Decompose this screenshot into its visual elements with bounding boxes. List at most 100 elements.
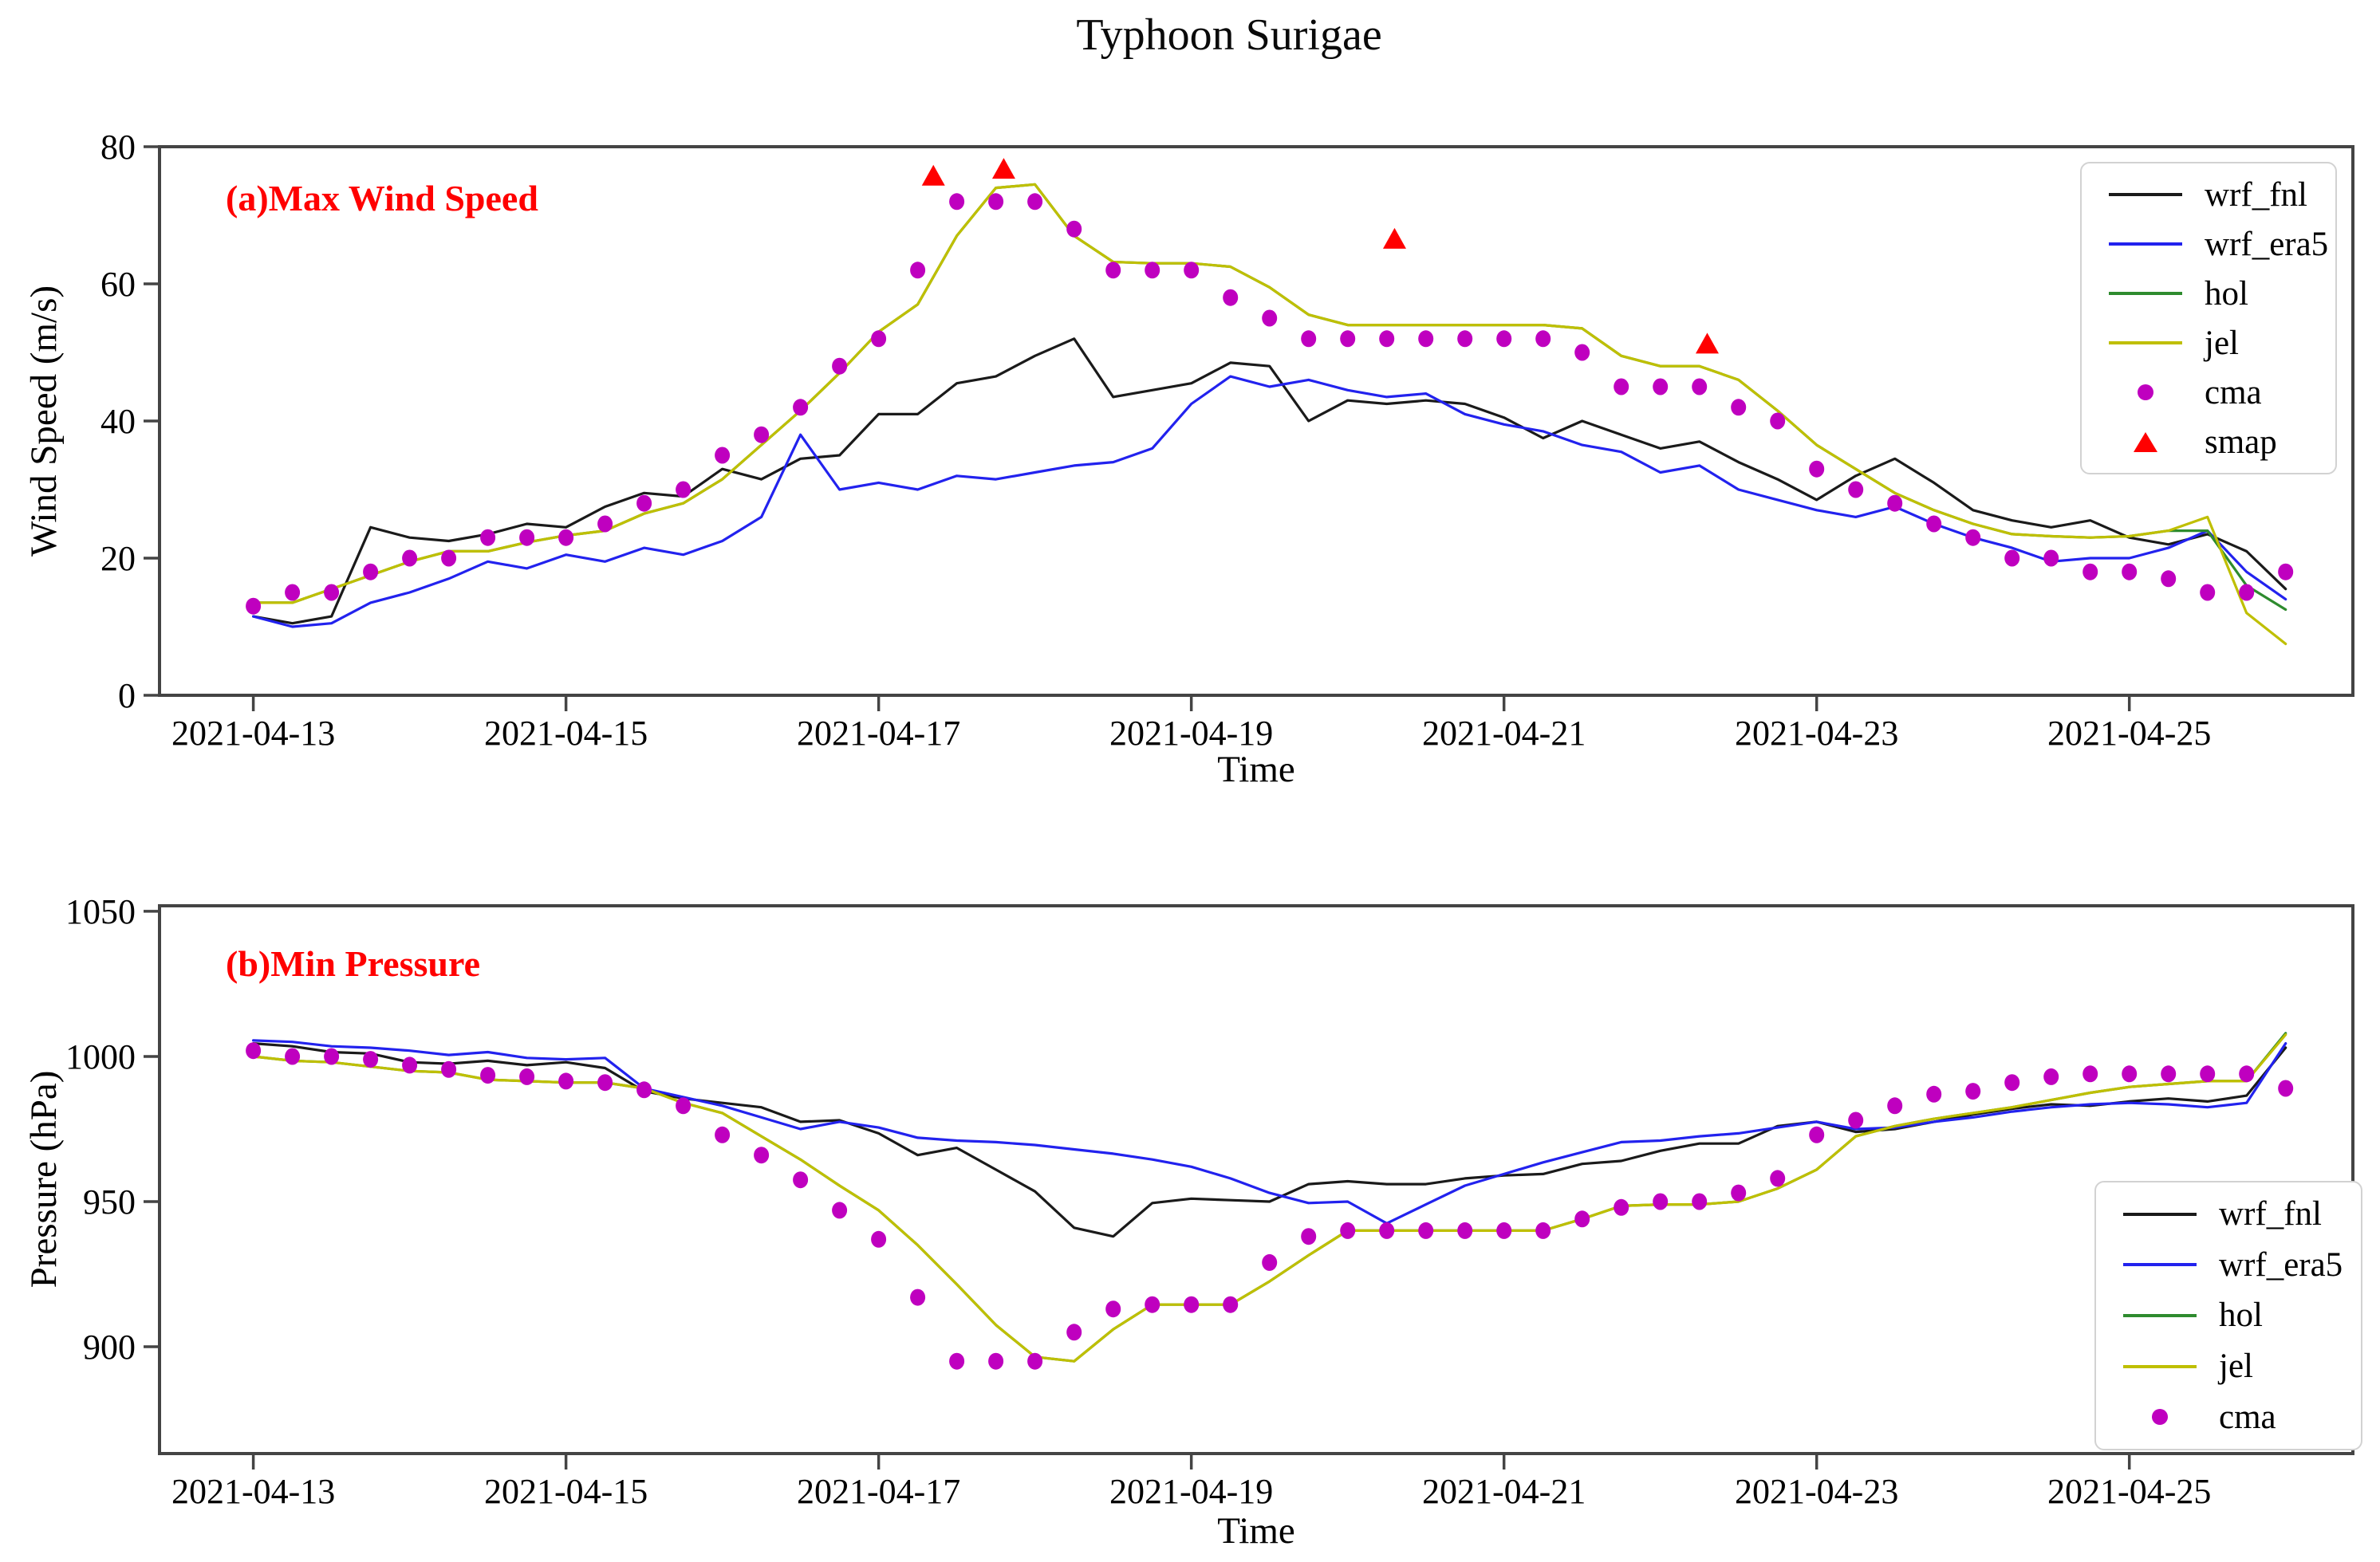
legend-item-label: cma [2219,1398,2276,1436]
cma-dot [1809,1126,1825,1143]
cma-dot [1614,378,1629,395]
x-tick-label: 2021-04-15 [484,1472,648,1511]
line-jel [252,183,2287,646]
cma-dot [2004,1074,2020,1092]
cma-dot [1379,1222,1395,1239]
cma-dot [1926,515,1942,533]
legend-item-jel: jel [2101,1344,2356,1389]
y-tick-label: 80 [100,128,136,167]
cma-dot [1223,289,1239,306]
smap-marker [921,164,945,186]
cma-dot [1418,1222,1434,1239]
cma-dot [1027,1352,1043,1370]
cma-dot [1731,399,1747,416]
cma-dot [1887,494,1903,512]
cma-dot [363,1051,379,1068]
cma-dot [715,1126,731,1143]
y-tick-label: 950 [83,1182,136,1222]
legend-item-label: hol [2219,1296,2263,1335]
cma-dot [1223,1296,1239,1313]
cma-dot [2200,584,2216,601]
cma-dot [363,563,379,580]
cma-dot [1105,262,1121,279]
cma-dot [676,1097,692,1115]
y-tick-label: 1050 [65,892,136,931]
cma-dot [1653,1193,1669,1210]
legend-item-cma: cma [2086,370,2331,415]
legend-item-label: cma [2205,373,2262,411]
legend-item-label: jel [2219,1348,2253,1386]
cma-dot [402,1056,418,1074]
cma-dot [1965,529,1981,546]
cma-dot [1653,378,1669,395]
cma-dot [636,494,652,512]
cma-dot [558,529,574,546]
cma-dot [519,529,535,546]
wrf-fnl-line-icon [2101,1212,2219,1216]
cma-dot [988,193,1004,210]
panel-a-x-axis-label: Time [1217,749,1295,790]
cma-dot [1535,1222,1551,1239]
cma-dot [441,549,457,567]
cma-dot [1145,1296,1160,1313]
cma-dot-icon [2101,1409,2219,1426]
hol-line-icon [2101,1313,2219,1317]
cma-dot [949,1352,965,1370]
cma-dot [1457,330,1473,348]
cma-dot [871,330,887,348]
y-tick-label: 1000 [65,1037,136,1076]
cma-dot [2122,1065,2138,1083]
hol-line-icon [2086,292,2205,295]
legend-item-hol: hol [2086,271,2331,316]
cma-dot [1262,1253,1278,1271]
cma-dot [558,1072,574,1090]
legend-item-wrf-fnl: wrf_fnl [2086,172,2331,217]
legend-item-label: wrf_fnl [2205,175,2307,214]
cma-dot [2043,549,2059,567]
smap-marker [991,158,1015,179]
cma-dot [324,1048,340,1065]
panel-a-label: (a)Max Wind Speed [226,178,538,218]
cma-dot [1965,1083,1981,1100]
cma-dot [1535,330,1551,348]
line-hol [252,183,2287,612]
line-wrf_era5 [252,375,2287,628]
cma-dot [2161,1065,2177,1083]
cma-dot [1105,1300,1121,1318]
x-tick-label: 2021-04-21 [1422,714,1586,753]
smap-marker [1695,332,1719,354]
cma-dot [1027,193,1043,210]
cma-dot [246,597,262,615]
legend-item-smap: smap [2086,419,2331,464]
smap-triangle-icon [2086,431,2205,452]
cma-dot [285,1048,301,1065]
cma-dot [1379,330,1395,348]
cma-dot [1887,1097,1903,1115]
cma-dot [402,549,418,567]
panel-b-legend: wrf_fnl wrf_era5 hol jel cma [2094,1181,2362,1450]
cma-dot [676,481,692,498]
cma-dot [793,1171,809,1189]
cma-dot [2200,1065,2216,1083]
cma-dot [1692,1193,1708,1210]
panel-b-plot: 2021-04-13 2021-04-15 2021-04-17 2021-04-19… [65,892,2354,1511]
cma-dot [1574,1210,1590,1228]
cma-dot [2082,1065,2098,1083]
line-wrf_era5 [252,1039,2287,1225]
x-tick-label: 2021-04-25 [2047,1472,2211,1511]
cma-dot [597,515,613,533]
panel-a-legend: wrf_fnl wrf_era5 hol jel cma smap [2080,162,2337,474]
cma-dot [1848,481,1864,498]
cma-dot [636,1081,652,1099]
cma-dot [1418,330,1434,348]
cma-dot [1731,1184,1747,1202]
cma-dot [1262,309,1278,327]
cma-dot [2278,563,2294,580]
cma-dot [324,584,340,601]
cma-dot [597,1074,613,1092]
cma-dot [1457,1222,1473,1239]
legend-item-label: jel [2205,324,2239,362]
jel-line-icon [2086,341,2205,344]
cma-dot [2043,1068,2059,1085]
cma-dot [793,399,809,416]
